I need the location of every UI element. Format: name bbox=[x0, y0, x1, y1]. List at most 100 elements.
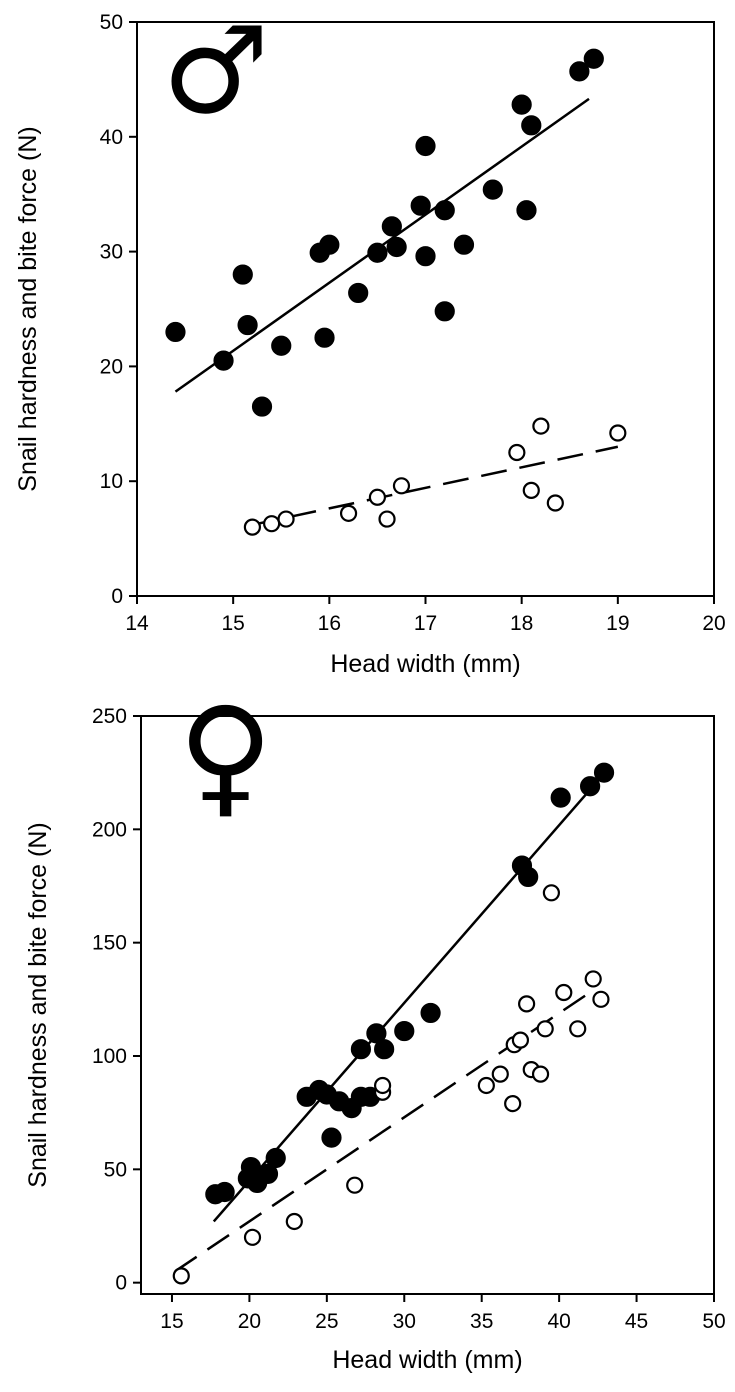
data-point-filled bbox=[410, 195, 431, 216]
data-point-filled bbox=[257, 1163, 279, 1184]
y-axis-label: Snail hardness and bite force (N) bbox=[14, 126, 42, 491]
y-tick-label: 50 bbox=[104, 1158, 127, 1181]
data-point-open bbox=[555, 983, 573, 1002]
data-point-filled bbox=[550, 787, 571, 808]
data-point-open bbox=[609, 424, 627, 442]
regression-line-solid bbox=[212, 776, 602, 1223]
data-point-open bbox=[546, 494, 564, 512]
data-point-open bbox=[378, 510, 396, 528]
y-tick-label: 40 bbox=[100, 126, 123, 149]
data-point-open bbox=[592, 990, 610, 1008]
data-point-filled bbox=[366, 1023, 387, 1044]
data-point-open bbox=[531, 1065, 550, 1083]
y-tick-label: 30 bbox=[100, 241, 123, 264]
data-point-open bbox=[491, 1065, 509, 1083]
data-point-filled bbox=[213, 350, 234, 371]
x-tick-label: 14 bbox=[125, 612, 149, 635]
data-point-open bbox=[504, 1094, 522, 1113]
data-point-filled bbox=[381, 216, 402, 237]
chart-panel-female: 15 20 25 30 35 40 45 50 0 50 100 150 200 250 Head widt… bbox=[24, 679, 726, 1374]
data-point-open bbox=[522, 481, 540, 499]
y-tick-label: 250 bbox=[92, 705, 127, 728]
data-point-open bbox=[508, 443, 526, 462]
data-point-filled bbox=[593, 762, 615, 783]
female-symbol: ♀ bbox=[178, 679, 273, 831]
data-point-open bbox=[172, 1267, 190, 1285]
x-axis-label: Head width (mm) bbox=[330, 650, 520, 678]
data-point-filled bbox=[319, 234, 340, 255]
x-tick-label: 20 bbox=[702, 612, 725, 635]
data-point-filled bbox=[374, 1039, 395, 1060]
x-tick-label: 19 bbox=[606, 612, 629, 635]
data-point-open bbox=[243, 518, 261, 536]
data-point-filled bbox=[394, 1020, 415, 1042]
x-tick-label: 30 bbox=[393, 1310, 416, 1333]
y-tick-label: 200 bbox=[92, 818, 127, 841]
data-point-filled bbox=[415, 135, 436, 157]
data-point-filled bbox=[271, 335, 292, 356]
data-point-filled bbox=[518, 866, 539, 888]
data-point-open bbox=[477, 1076, 495, 1095]
data-point-open bbox=[339, 504, 358, 522]
data-point-filled bbox=[521, 115, 542, 136]
y-tick-label: 20 bbox=[100, 355, 123, 378]
x-tick-label: 20 bbox=[238, 1310, 261, 1333]
data-point-filled bbox=[348, 282, 369, 304]
plot-frame bbox=[140, 715, 715, 1295]
x-tick-label: 18 bbox=[510, 612, 533, 635]
data-point-filled bbox=[453, 234, 475, 255]
data-point-filled bbox=[482, 179, 503, 200]
y-tick-label: 0 bbox=[115, 1272, 127, 1295]
data-point-filled bbox=[415, 246, 436, 267]
data-point-filled bbox=[386, 236, 407, 258]
chart-panel-male: 14 15 16 17 18 19 20 0 10 20 30 40 50 Head width (mm)… bbox=[14, 2, 726, 678]
data-point-open bbox=[569, 1020, 587, 1038]
data-point-filled bbox=[265, 1147, 286, 1169]
y-tick-label: 50 bbox=[100, 11, 123, 34]
data-point-filled bbox=[321, 1127, 342, 1148]
x-tick-label: 15 bbox=[221, 612, 244, 635]
data-point-filled bbox=[434, 200, 455, 221]
y-tick-label: 100 bbox=[92, 1045, 127, 1068]
regression-line-dashed bbox=[252, 445, 619, 527]
data-point-open bbox=[373, 1076, 392, 1095]
x-tick-label: 17 bbox=[414, 612, 437, 635]
x-tick-label: 45 bbox=[625, 1310, 648, 1333]
data-point-filled bbox=[232, 264, 253, 285]
data-point-open bbox=[263, 515, 281, 533]
data-point-filled bbox=[583, 48, 604, 69]
data-point-filled bbox=[420, 1002, 441, 1024]
x-tick-label: 16 bbox=[318, 612, 341, 635]
data-point-open bbox=[536, 1020, 554, 1038]
x-tick-label: 40 bbox=[547, 1310, 570, 1333]
data-point-filled bbox=[511, 94, 532, 115]
data-point-filled bbox=[434, 301, 455, 322]
data-point-filled bbox=[350, 1039, 372, 1060]
data-point-open bbox=[532, 417, 550, 435]
y-tick-label: 0 bbox=[111, 585, 123, 608]
data-point-filled bbox=[516, 200, 537, 221]
data-point-open bbox=[243, 1228, 262, 1246]
data-point-open bbox=[511, 1031, 530, 1049]
data-point-filled bbox=[237, 314, 258, 336]
y-axis-label: Snail hardness and bite force (N) bbox=[24, 822, 52, 1187]
data-point-open bbox=[542, 884, 560, 902]
data-point-filled bbox=[580, 776, 601, 797]
data-point-open bbox=[277, 510, 295, 528]
male-symbol: ♂ bbox=[162, 2, 270, 141]
x-tick-label: 50 bbox=[702, 1310, 725, 1333]
data-point-open bbox=[285, 1212, 303, 1231]
data-point-open bbox=[584, 970, 602, 988]
y-tick-label: 150 bbox=[92, 932, 127, 955]
regression-line-dashed bbox=[174, 989, 594, 1273]
x-tick-label: 15 bbox=[160, 1310, 183, 1333]
data-point-filled bbox=[251, 396, 273, 417]
data-point-open bbox=[346, 1176, 364, 1194]
data-point-open bbox=[392, 477, 411, 495]
x-tick-label: 35 bbox=[470, 1310, 493, 1333]
data-point-filled bbox=[569, 61, 590, 82]
data-point-open bbox=[368, 488, 387, 506]
x-tick-label: 25 bbox=[315, 1310, 338, 1333]
data-point-filled bbox=[314, 327, 335, 348]
